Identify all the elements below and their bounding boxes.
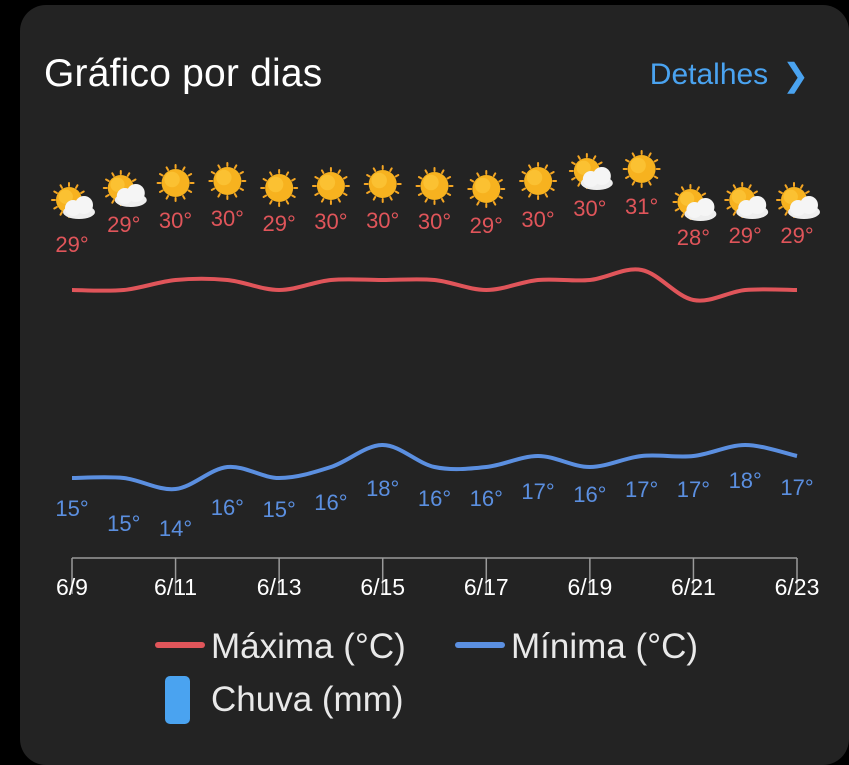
min-value-label: 17° (625, 477, 658, 502)
legend-rain-label: Chuva (mm) (211, 680, 404, 719)
x-tick-label: 6/21 (671, 574, 716, 600)
x-tick-label: 6/11 (154, 574, 197, 600)
temperature-chart: 29° 29° 30° 30° 29° 30° 30° 30° 29° 30° 30° 31° 28° 2… (51, 150, 820, 600)
min-value-label: 16° (470, 486, 503, 511)
max-value-label: 29° (55, 232, 88, 257)
max-value-label: 29° (107, 212, 140, 237)
x-tick-label: 6/19 (567, 574, 612, 600)
min-value-label: 16° (211, 495, 244, 520)
sunny-icon (156, 164, 195, 202)
details-link[interactable]: Detalhes ❯ (650, 58, 809, 92)
sunny-icon (519, 162, 558, 200)
details-label: Detalhes (649, 58, 769, 91)
partly-cloudy-icon (51, 182, 95, 219)
max-value-label: 30° (211, 206, 244, 231)
min-value-label: 17° (780, 475, 813, 500)
min-value-label: 16° (418, 486, 451, 511)
partly-cloudy-icon (724, 182, 769, 219)
max-value-label: 29° (780, 223, 813, 248)
legend-min-swatch (455, 642, 505, 648)
card-title: Gráfico por dias (44, 52, 323, 95)
x-tick-label: 6/17 (464, 574, 509, 600)
legend-min-label: Mínima (°C) (511, 627, 699, 666)
x-tick-label: 6/9 (56, 574, 88, 600)
max-value-label: 30° (366, 208, 399, 233)
series-line-min (71, 442, 798, 492)
max-value-label: 30° (573, 196, 606, 221)
max-value-label: 30° (521, 207, 554, 232)
partly-cloudy-icon (776, 182, 820, 219)
x-tick-label: 6/15 (360, 574, 405, 600)
max-value-label: 31° (625, 194, 658, 219)
min-value-label: 16° (573, 482, 606, 507)
min-value-label: 17° (521, 479, 554, 504)
min-value-label: 15° (107, 511, 140, 536)
x-tick-label: 6/13 (257, 574, 302, 600)
sunny-icon (622, 150, 661, 188)
partly-cloudy-icon (568, 153, 613, 190)
sunny-icon (208, 162, 247, 200)
series-line-max (71, 267, 798, 303)
min-value-label: 17° (677, 477, 710, 502)
min-value-label: 18° (729, 468, 762, 493)
x-tick-label: 6/23 (775, 574, 820, 600)
partly-cloudy-icon (102, 170, 147, 207)
legend-max-label: Máxima (°C) (211, 627, 406, 666)
min-value-label: 15° (55, 496, 88, 521)
sunny-icon (260, 169, 299, 207)
max-value-label: 29° (729, 223, 762, 248)
sunny-icon (311, 167, 350, 205)
max-value-label: 30° (159, 208, 192, 233)
min-value-label: 16° (314, 490, 347, 515)
min-value-label: 15° (263, 497, 296, 522)
max-value-label: 29° (470, 213, 503, 238)
max-value-label: 30° (314, 209, 347, 234)
partly-cloudy-icon (672, 184, 717, 221)
min-value-label: 18° (366, 476, 399, 501)
sunny-icon (467, 170, 506, 208)
min-value-label: 14° (159, 516, 192, 541)
legend-rain-swatch (165, 676, 190, 724)
legend-max-swatch (155, 642, 205, 648)
max-value-label: 28° (677, 225, 710, 250)
max-value-label: 30° (418, 209, 451, 234)
max-value-label: 29° (263, 211, 296, 236)
sunny-icon (363, 165, 402, 203)
daily-chart-card (20, 5, 849, 765)
chevron-right-icon: ❯ (782, 57, 809, 93)
sunny-icon (415, 167, 454, 205)
